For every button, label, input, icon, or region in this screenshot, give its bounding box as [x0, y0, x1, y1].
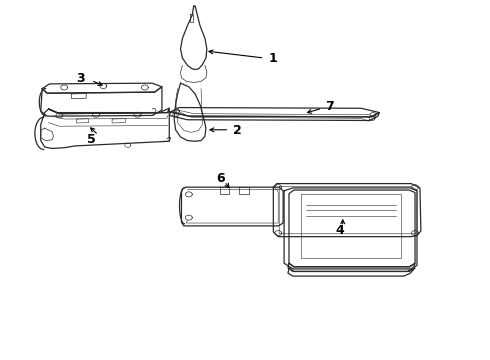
Text: 4: 4 — [336, 224, 344, 238]
Text: 1: 1 — [269, 52, 277, 65]
Text: 2: 2 — [233, 124, 242, 137]
Text: 5: 5 — [87, 133, 96, 146]
Text: 7: 7 — [326, 100, 334, 113]
Text: 6: 6 — [216, 172, 225, 185]
Text: 3: 3 — [76, 72, 85, 85]
